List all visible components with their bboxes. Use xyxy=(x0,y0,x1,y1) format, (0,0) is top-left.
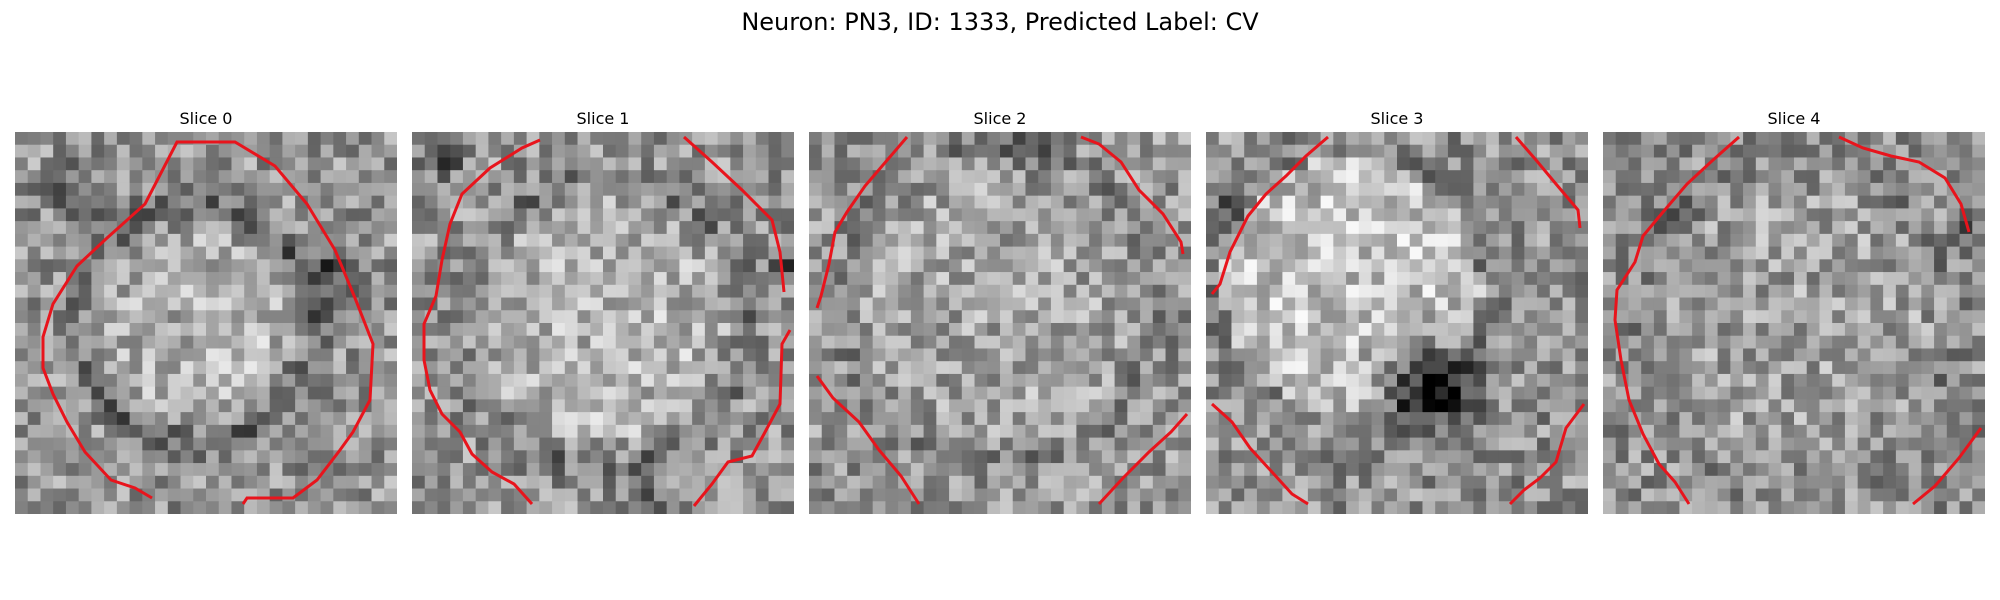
slice-pixels-3 xyxy=(1206,132,1588,514)
slice-pixels-1 xyxy=(412,132,794,514)
slice-title-4: Slice 4 xyxy=(1767,109,1821,128)
slice-panel-1: Slice 1 xyxy=(412,108,794,514)
contour-segment xyxy=(683,135,786,293)
contour-segment xyxy=(1097,413,1189,506)
contour-segment xyxy=(815,375,921,505)
contour-segment xyxy=(1838,135,1971,233)
slice-image-3 xyxy=(1206,132,1588,514)
slice-title-3: Slice 3 xyxy=(1370,109,1424,128)
contour-segment xyxy=(1210,135,1329,295)
slice-panel-0: Slice 0 xyxy=(15,108,397,514)
slice-panel-2: Slice 2 xyxy=(809,108,1191,514)
contour-segment xyxy=(422,138,541,506)
slice-title-1: Slice 1 xyxy=(576,109,630,128)
contour-segment xyxy=(1912,427,1983,506)
slice-title-0: Slice 0 xyxy=(179,109,233,128)
slice-title-2: Slice 2 xyxy=(973,109,1027,128)
slice-image-2 xyxy=(809,132,1191,514)
slice-pixels-0 xyxy=(15,132,397,514)
contour-segment xyxy=(41,140,375,505)
contour-segment xyxy=(1514,136,1582,229)
slice-image-1 xyxy=(412,132,794,514)
slice-pixels-2 xyxy=(809,132,1191,514)
slice-panel-3: Slice 3 xyxy=(1206,108,1588,514)
contour-segment xyxy=(815,136,909,309)
contour-segment xyxy=(692,329,792,507)
slice-pixels-4 xyxy=(1603,132,1985,514)
slice-image-0 xyxy=(15,132,397,514)
contour-segment xyxy=(1508,403,1586,506)
contour-segment xyxy=(1613,135,1740,505)
slice-image-4 xyxy=(1603,132,1985,514)
contour-segment xyxy=(1210,402,1309,506)
slice-panel-4: Slice 4 xyxy=(1603,108,1985,514)
contour-segment xyxy=(1080,135,1185,255)
figure-title: Neuron: PN3, ID: 1333, Predicted Label: … xyxy=(741,8,1259,36)
